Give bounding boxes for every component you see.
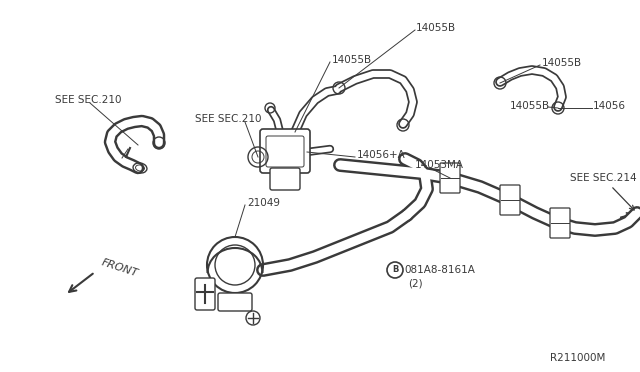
Text: 14055B: 14055B (416, 23, 456, 33)
Text: 14056: 14056 (593, 101, 626, 111)
Text: R211000M: R211000M (550, 353, 605, 363)
FancyBboxPatch shape (440, 163, 460, 193)
Text: FRONT: FRONT (100, 257, 140, 279)
Text: 14055B: 14055B (542, 58, 582, 68)
FancyBboxPatch shape (266, 136, 304, 167)
Text: 21049: 21049 (247, 198, 280, 208)
Text: 14056+A: 14056+A (357, 150, 406, 160)
Text: SEE SEC.210: SEE SEC.210 (195, 114, 262, 124)
Text: (2): (2) (408, 278, 422, 288)
Text: B: B (392, 266, 398, 275)
Text: 14055B: 14055B (510, 101, 550, 111)
FancyBboxPatch shape (218, 293, 252, 311)
Text: 081A8-8161A: 081A8-8161A (404, 265, 475, 275)
FancyBboxPatch shape (270, 168, 300, 190)
FancyBboxPatch shape (195, 278, 215, 310)
Text: 14055B: 14055B (332, 55, 372, 65)
FancyBboxPatch shape (260, 129, 310, 173)
FancyBboxPatch shape (500, 185, 520, 215)
FancyBboxPatch shape (550, 208, 570, 238)
Text: SEE SEC.210: SEE SEC.210 (55, 95, 122, 105)
Text: 14053MA: 14053MA (415, 160, 464, 170)
Text: SEE SEC.214: SEE SEC.214 (570, 173, 637, 210)
